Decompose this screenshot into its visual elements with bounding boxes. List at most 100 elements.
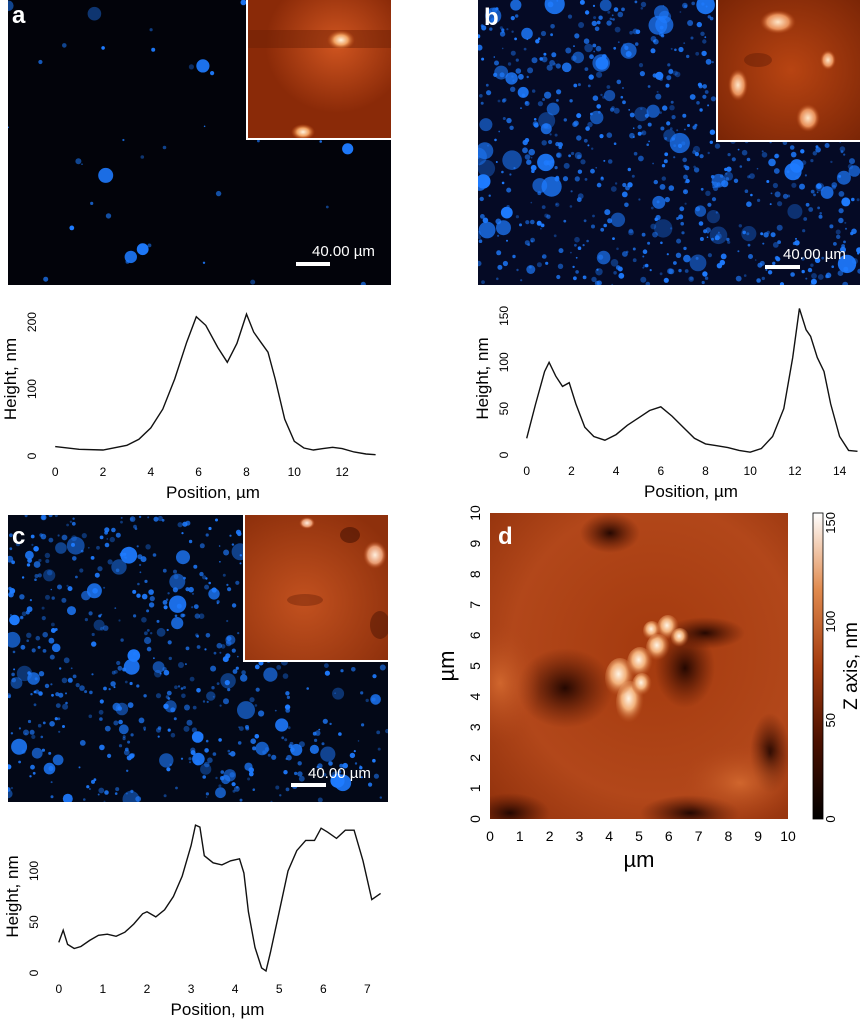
particle	[629, 30, 633, 35]
particle	[61, 597, 67, 603]
particle	[43, 569, 56, 582]
particle	[166, 767, 171, 772]
particle	[714, 237, 718, 240]
particle	[574, 176, 580, 182]
particle	[567, 14, 573, 19]
particle	[577, 154, 582, 159]
particle	[684, 4, 688, 8]
particle	[173, 569, 177, 574]
particle	[124, 747, 129, 752]
particle	[218, 545, 221, 547]
x-tick-label: 4	[232, 982, 239, 996]
y-tick-label: 5	[467, 662, 483, 670]
particle	[108, 688, 111, 691]
particle	[75, 575, 78, 579]
particle	[122, 667, 127, 672]
particle	[659, 77, 663, 81]
particle	[219, 704, 222, 707]
particle	[72, 674, 77, 679]
x-tick-label: 1	[100, 982, 107, 996]
particle	[191, 592, 195, 595]
particle	[705, 58, 712, 65]
particle	[611, 106, 615, 110]
particle	[239, 554, 242, 557]
particle	[42, 649, 47, 653]
particle	[709, 16, 714, 21]
particle	[821, 256, 825, 260]
particle	[587, 144, 590, 147]
particle	[668, 68, 674, 74]
particle	[644, 113, 649, 118]
particle	[84, 690, 88, 694]
particle	[706, 236, 709, 238]
particle	[45, 559, 50, 564]
particle	[650, 223, 657, 230]
particle	[171, 617, 184, 630]
particle	[533, 118, 537, 121]
particle	[54, 515, 58, 518]
x-tick-label: 8	[243, 465, 250, 479]
particle	[71, 521, 76, 526]
particle	[592, 214, 595, 218]
particle	[674, 71, 681, 78]
particle	[324, 663, 329, 668]
particle	[829, 224, 834, 229]
particle	[632, 28, 639, 35]
particle	[139, 571, 142, 574]
particle	[653, 38, 659, 45]
particle	[701, 2, 705, 6]
particle	[553, 234, 557, 238]
particle	[678, 268, 682, 273]
particle	[841, 244, 845, 248]
particle	[705, 227, 711, 233]
particle	[510, 16, 515, 21]
particle	[257, 139, 260, 143]
x-tick-label: 8	[702, 464, 709, 478]
particle	[146, 609, 150, 613]
particle	[741, 226, 757, 242]
x-tick-label: 10	[780, 828, 796, 844]
particle	[104, 542, 110, 548]
particle	[676, 238, 682, 244]
particle	[66, 536, 85, 555]
particle	[178, 662, 184, 668]
particle	[157, 735, 160, 738]
particle	[611, 283, 614, 285]
particle	[810, 159, 814, 163]
particle	[219, 651, 222, 654]
particle	[67, 677, 73, 683]
particle	[101, 46, 105, 50]
particle	[610, 107, 615, 112]
particle	[726, 237, 730, 242]
particle	[611, 14, 614, 17]
x-tick-label: 0	[52, 465, 59, 479]
particle	[62, 793, 73, 802]
particle	[50, 588, 53, 591]
particle	[568, 154, 571, 158]
particle	[616, 247, 619, 251]
particle	[521, 27, 533, 40]
particle	[167, 640, 172, 645]
x-axis-label: µm	[623, 847, 654, 872]
particle	[497, 99, 501, 103]
particle	[114, 792, 118, 795]
particle	[600, 227, 605, 232]
particle	[170, 732, 176, 738]
particle	[669, 132, 690, 154]
particle	[640, 276, 647, 283]
particle	[103, 800, 106, 802]
particle	[79, 568, 84, 573]
particle	[792, 241, 796, 246]
particle	[687, 124, 690, 127]
particle	[224, 680, 230, 686]
particle	[139, 563, 142, 567]
particle	[587, 121, 593, 128]
particle	[690, 36, 694, 40]
particle	[590, 168, 595, 174]
x-tick-label: 1	[516, 828, 524, 844]
particle	[194, 613, 200, 619]
particle	[118, 719, 123, 725]
particle	[573, 120, 579, 126]
particle	[541, 205, 546, 210]
particle	[71, 535, 77, 542]
